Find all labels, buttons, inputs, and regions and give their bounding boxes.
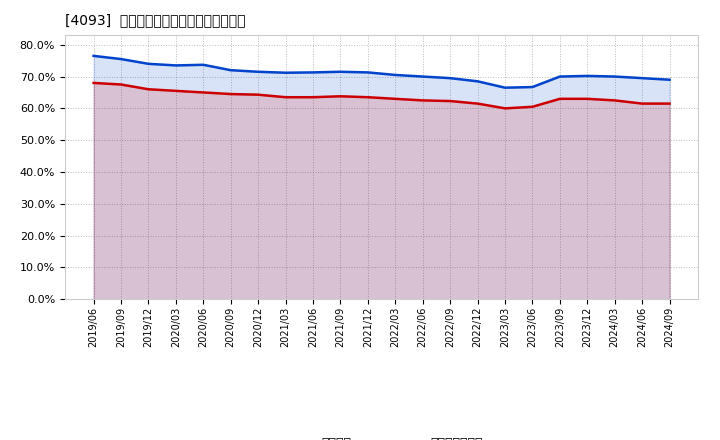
固定比率 [144, 61, 153, 66]
固定長期適合率 [528, 104, 537, 110]
固定長期適合率 [473, 101, 482, 106]
固定比率 [364, 70, 372, 75]
固定比率 [117, 56, 125, 62]
固定長期適合率 [282, 95, 290, 100]
固定比率 [199, 62, 207, 67]
固定比率 [309, 70, 318, 75]
固定長期適合率 [364, 95, 372, 100]
固定長期適合率 [144, 87, 153, 92]
固定比率 [254, 69, 263, 74]
固定比率 [473, 79, 482, 84]
固定長期適合率 [418, 98, 427, 103]
固定長期適合率 [336, 94, 345, 99]
固定長期適合率 [500, 106, 509, 111]
固定比率 [418, 74, 427, 79]
固定比率 [171, 63, 180, 68]
固定長期適合率 [556, 96, 564, 102]
固定長期適合率 [117, 82, 125, 87]
固定長期適合率 [199, 90, 207, 95]
Legend: 固定比率, 固定長期適合率: 固定比率, 固定長期適合率 [275, 432, 488, 440]
固定長期適合率 [89, 80, 98, 85]
Line: 固定長期適合率: 固定長期適合率 [94, 83, 670, 108]
固定長期適合率 [226, 92, 235, 97]
Line: 固定比率: 固定比率 [94, 56, 670, 88]
固定比率 [89, 53, 98, 59]
固定長期適合率 [391, 96, 400, 102]
固定比率 [500, 85, 509, 90]
固定比率 [583, 73, 592, 79]
固定比率 [638, 76, 647, 81]
固定比率 [226, 68, 235, 73]
固定長期適合率 [665, 101, 674, 106]
固定長期適合率 [638, 101, 647, 106]
固定長期適合率 [171, 88, 180, 94]
固定長期適合率 [611, 98, 619, 103]
固定比率 [665, 77, 674, 82]
固定比率 [336, 69, 345, 74]
固定比率 [611, 74, 619, 79]
固定長期適合率 [446, 99, 454, 104]
固定比率 [446, 76, 454, 81]
固定長期適合率 [583, 96, 592, 102]
固定長期適合率 [254, 92, 263, 97]
固定比率 [391, 72, 400, 77]
固定比率 [528, 84, 537, 90]
固定比率 [556, 74, 564, 79]
固定長期適合率 [309, 95, 318, 100]
固定比率 [282, 70, 290, 75]
Text: [4093]  固定比率、固定長期適合率の推移: [4093] 固定比率、固定長期適合率の推移 [65, 13, 246, 27]
